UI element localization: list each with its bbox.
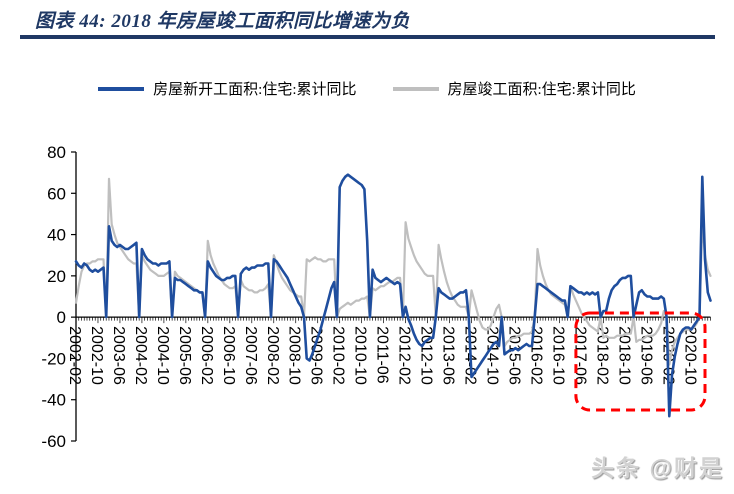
legend-item-new-starts: 房屋新开工面积:住宅:累计同比 — [98, 78, 357, 99]
legend-swatch-completions — [392, 86, 439, 91]
x-tick-label: 2016-02 — [527, 326, 544, 385]
series-line-new-starts — [74, 173, 712, 418]
series-line-completions — [74, 177, 712, 366]
y-tick-label: -20 — [41, 349, 66, 368]
y-tick-label: 60 — [47, 184, 66, 203]
chart-title: 图表 44: 2018 年房屋竣工面积同比增速为负 — [35, 11, 411, 32]
x-tick-label: 2012-10 — [418, 326, 435, 385]
x-tick-label: 2018-10 — [615, 326, 632, 385]
y-tick-label: 80 — [47, 143, 66, 162]
legend-label-new-starts: 房屋新开工面积:住宅:累计同比 — [153, 82, 357, 98]
x-tick-label: 2004-10 — [154, 326, 171, 385]
legend: 房屋新开工面积:住宅:累计同比 房屋竣工面积:住宅:累计同比 — [0, 78, 734, 99]
x-tick-label: 2008-10 — [286, 326, 303, 385]
y-tick-label: 40 — [47, 226, 66, 245]
highlight-box — [574, 311, 707, 412]
x-tick-label: 2010-02 — [330, 326, 347, 385]
x-tick-label: 2012-02 — [396, 326, 413, 385]
y-tick-label: 0 — [57, 308, 66, 327]
x-tick-label: 2006-10 — [220, 326, 237, 385]
y-tick-label: -40 — [41, 391, 66, 410]
x-tick-label: 2010-10 — [352, 326, 369, 385]
x-tick-label: 2013-06 — [440, 326, 457, 385]
x-tick-label: 2016-10 — [549, 326, 566, 385]
legend-swatch-new-starts — [98, 86, 145, 91]
x-tick-label: 2007-06 — [242, 326, 259, 385]
legend-item-completions: 房屋竣工面积:住宅:累计同比 — [392, 78, 636, 99]
legend-label-completions: 房屋竣工面积:住宅:累计同比 — [447, 82, 636, 98]
x-tick-label: 2004-02 — [132, 326, 149, 385]
y-tick-label: 20 — [47, 267, 66, 286]
x-tick-label: 2002-02 — [66, 326, 83, 385]
header-rule — [20, 35, 715, 39]
x-tick-label: 2011-06 — [374, 326, 391, 384]
x-tick-label: 2008-02 — [264, 326, 281, 385]
y-tick-label: -60 — [41, 432, 66, 451]
x-tick-label: 2005-06 — [176, 326, 193, 385]
x-tick-label: 2003-06 — [110, 326, 127, 385]
x-tick-label: 2018-02 — [593, 326, 610, 385]
x-tick-label: 2009-06 — [308, 326, 325, 385]
x-tick-label: 2002-10 — [88, 326, 105, 385]
x-tick-label: 2006-02 — [198, 326, 215, 385]
x-tick-label: 2020-10 — [681, 326, 698, 385]
watermark: 头条 @财是 — [591, 455, 724, 481]
x-tick-label: 2017-06 — [571, 326, 588, 385]
